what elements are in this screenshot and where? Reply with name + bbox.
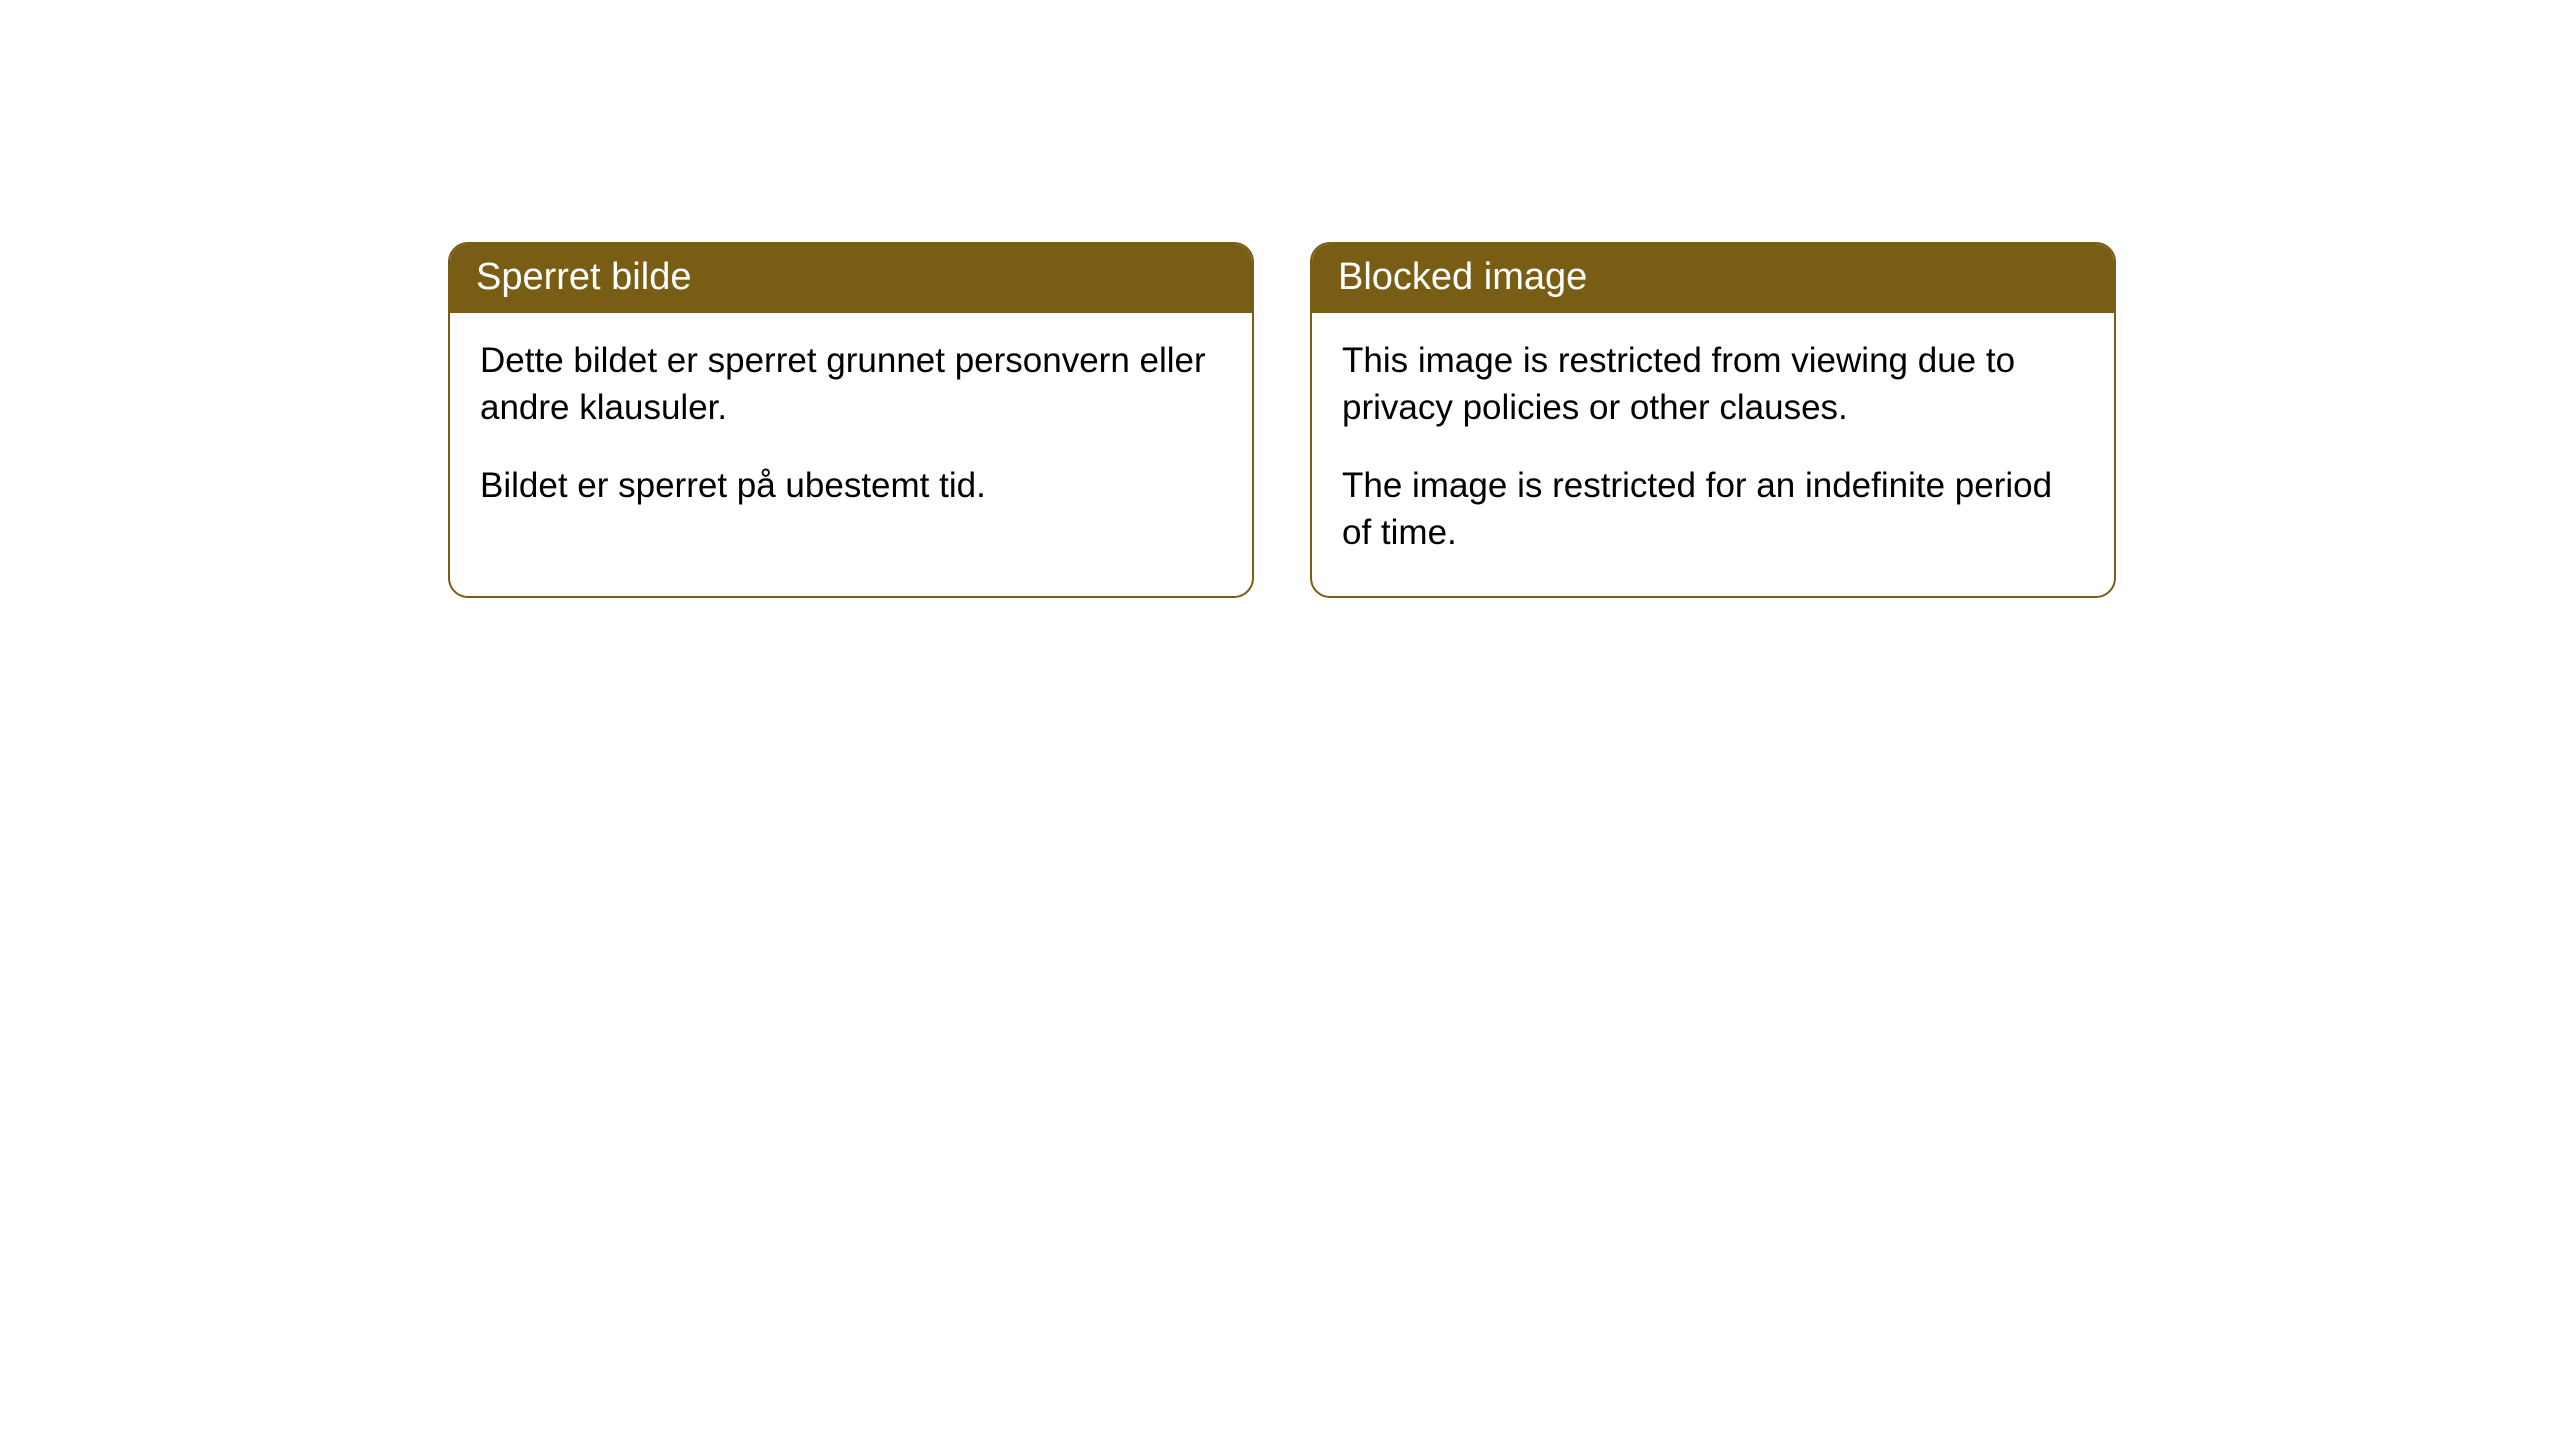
card-paragraph: Bildet er sperret på ubestemt tid.	[480, 462, 1222, 509]
card-title: Sperret bilde	[476, 256, 691, 298]
card-header: Sperret bilde	[450, 244, 1252, 313]
card-header: Blocked image	[1312, 244, 2114, 313]
card-title: Blocked image	[1338, 256, 1587, 298]
card-paragraph: The image is restricted for an indefinit…	[1342, 462, 2084, 557]
card-body: Dette bildet er sperret grunnet personve…	[450, 313, 1252, 549]
notice-card-norwegian: Sperret bilde Dette bildet er sperret gr…	[448, 242, 1254, 598]
card-paragraph: This image is restricted from viewing du…	[1342, 337, 2084, 432]
card-body: This image is restricted from viewing du…	[1312, 313, 2114, 596]
notice-card-english: Blocked image This image is restricted f…	[1310, 242, 2116, 598]
card-paragraph: Dette bildet er sperret grunnet personve…	[480, 337, 1222, 432]
notice-container: Sperret bilde Dette bildet er sperret gr…	[0, 0, 2560, 598]
